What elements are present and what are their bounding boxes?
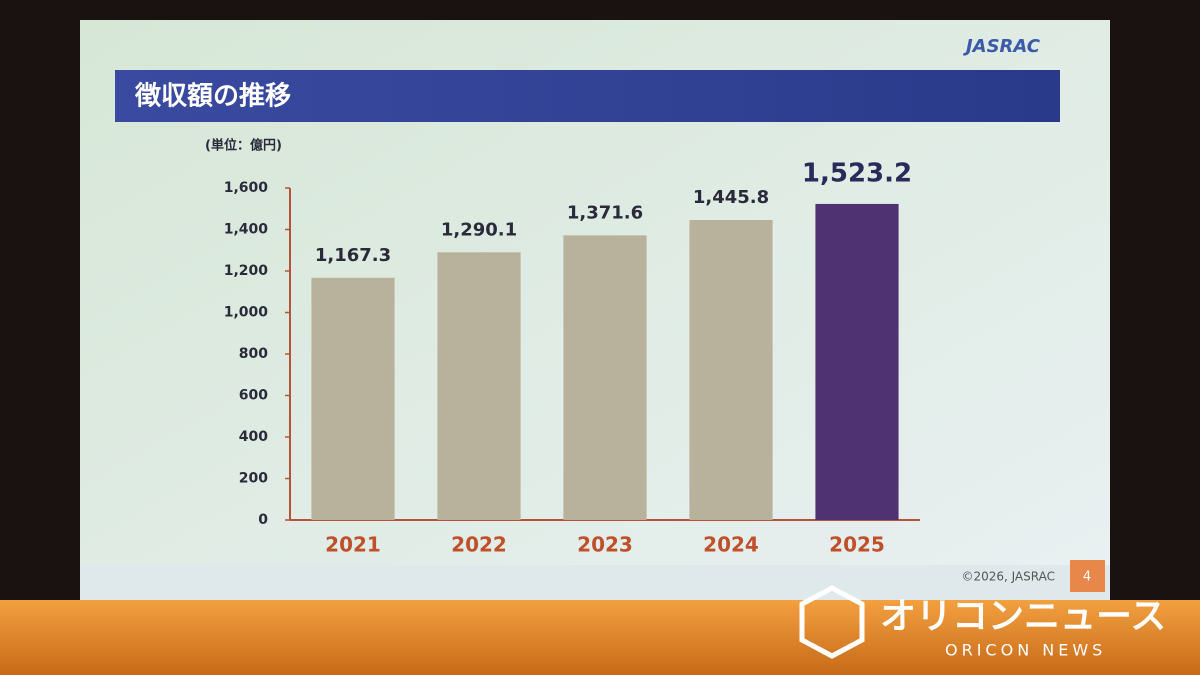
- title-band: [115, 70, 1060, 122]
- y-tick-label: 400: [239, 429, 268, 445]
- y-tick-label: 0: [258, 512, 268, 528]
- y-tick-label: 200: [239, 471, 268, 487]
- x-tick-label: 2025: [829, 533, 885, 557]
- stage: [0, 600, 1200, 675]
- x-tick-label: 2022: [451, 533, 507, 557]
- value-label: 1,167.3: [315, 245, 391, 266]
- y-tick-label: 1,600: [224, 180, 269, 196]
- bar: [689, 219, 773, 520]
- bar: [815, 203, 899, 520]
- page-box: [1070, 560, 1105, 592]
- y-tick-label: 1,000: [224, 305, 269, 321]
- slide-title: 徴収額の推移: [134, 82, 291, 112]
- value-label: 1,371.6: [567, 202, 643, 223]
- bar: [311, 277, 395, 520]
- watermark-icon: [799, 585, 865, 659]
- value-label: 1,290.1: [441, 219, 517, 240]
- x-tick-label: 2021: [325, 533, 381, 557]
- x-tick-label: 2024: [703, 533, 759, 557]
- logo: JASRAC: [963, 36, 1041, 57]
- bar: [437, 252, 521, 520]
- y-tick-label: 1,400: [224, 222, 269, 238]
- bar: [563, 235, 647, 520]
- y-tick-label: 800: [239, 346, 268, 362]
- value-label: 1,445.8: [693, 187, 769, 208]
- watermark-subtitle: ORICON NEWS: [945, 641, 1106, 660]
- x-tick-label: 2023: [577, 533, 633, 557]
- unit-label: (単位：億円): [205, 138, 282, 154]
- page-number: 4: [1083, 570, 1091, 585]
- y-tick-label: 600: [239, 388, 268, 404]
- footer-band: [80, 565, 1110, 600]
- watermark-title: オリコンニュース: [880, 596, 1166, 637]
- value-label: 1,523.2: [802, 158, 912, 188]
- footer: ©2026, JASRAC: [961, 570, 1055, 584]
- y-tick-label: 1,200: [224, 263, 269, 279]
